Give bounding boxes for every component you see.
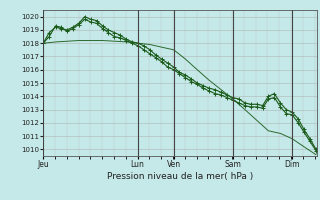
X-axis label: Pression niveau de la mer( hPa ): Pression niveau de la mer( hPa ) (107, 172, 253, 181)
